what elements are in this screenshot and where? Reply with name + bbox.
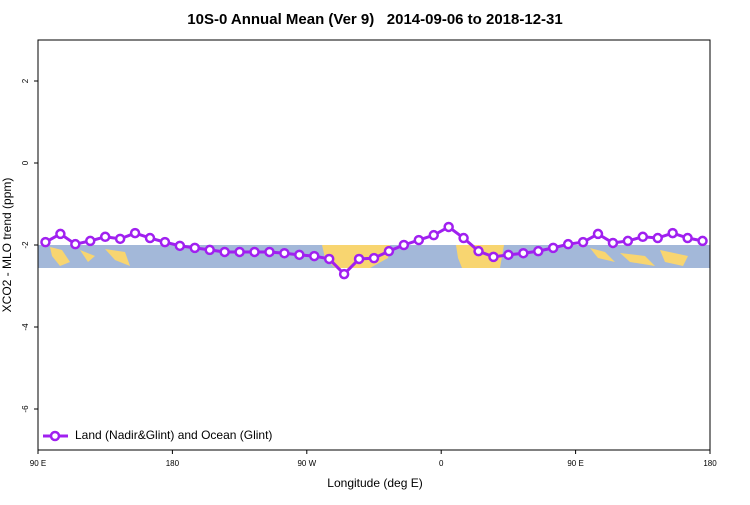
data-point (697, 235, 708, 247)
data-point (413, 234, 425, 246)
data-point (189, 242, 201, 254)
data-point (607, 237, 619, 249)
data-point (338, 268, 350, 280)
data-point (622, 235, 634, 247)
y-tick-label: 2 (21, 78, 30, 83)
data-point (85, 235, 96, 247)
legend-label: Land (Nadir&Glint) and Ocean (Glint) (75, 428, 272, 442)
x-tick-label: 90 E (30, 459, 46, 468)
x-tick-label: 0 (439, 459, 444, 468)
land (456, 245, 504, 268)
data-point (428, 229, 439, 241)
data-point (652, 232, 663, 244)
y-tick-label: 0 (21, 160, 30, 165)
y-axis-label: XCO2 - MLO trend (ppm) (0, 178, 14, 313)
x-tick-label: 180 (703, 459, 717, 468)
data-point (309, 250, 320, 262)
data-point (294, 249, 305, 261)
data-point (114, 233, 126, 245)
data-point (518, 247, 529, 259)
data-point (533, 245, 544, 257)
chart-title: 10S-0 Annual Mean (Ver 9) 2014-09-06 to … (187, 11, 562, 28)
x-tick-label: 90 W (297, 459, 316, 468)
data-point (547, 242, 559, 254)
legend-marker (49, 430, 61, 442)
land (590, 248, 688, 266)
y-tick-label: -2 (21, 241, 30, 249)
data-point (40, 236, 51, 248)
data-point (249, 246, 260, 258)
data-point (204, 244, 215, 256)
data-point (473, 245, 484, 257)
data-point (667, 227, 678, 239)
data-point (219, 246, 230, 258)
data-point (458, 232, 469, 244)
data-point (682, 232, 693, 244)
x-tick-label: 90 E (567, 459, 583, 468)
data-point (70, 238, 81, 250)
data-point (129, 227, 141, 239)
y-tick-label: -4 (21, 323, 30, 331)
data-point (592, 228, 604, 240)
data-point (144, 232, 156, 244)
data-point (159, 236, 171, 248)
data-point (398, 239, 410, 251)
data-point (234, 246, 245, 258)
data-point (353, 253, 365, 265)
y-tick-label: -6 (21, 405, 30, 413)
data-point (443, 221, 454, 233)
data-point (99, 231, 111, 243)
data-point (323, 253, 335, 265)
data-point (55, 228, 66, 240)
data-point (279, 247, 290, 259)
data-point (503, 249, 514, 261)
land (50, 247, 130, 266)
data-point (637, 231, 649, 243)
x-axis-label: Longitude (deg E) (327, 476, 422, 490)
data-point (368, 252, 380, 264)
data-point (577, 236, 589, 248)
data-point (562, 238, 574, 250)
x-tick-label: 180 (166, 459, 180, 468)
data-point (383, 245, 395, 257)
data-point (488, 251, 499, 263)
data-point (174, 240, 186, 252)
data-point (264, 246, 275, 258)
